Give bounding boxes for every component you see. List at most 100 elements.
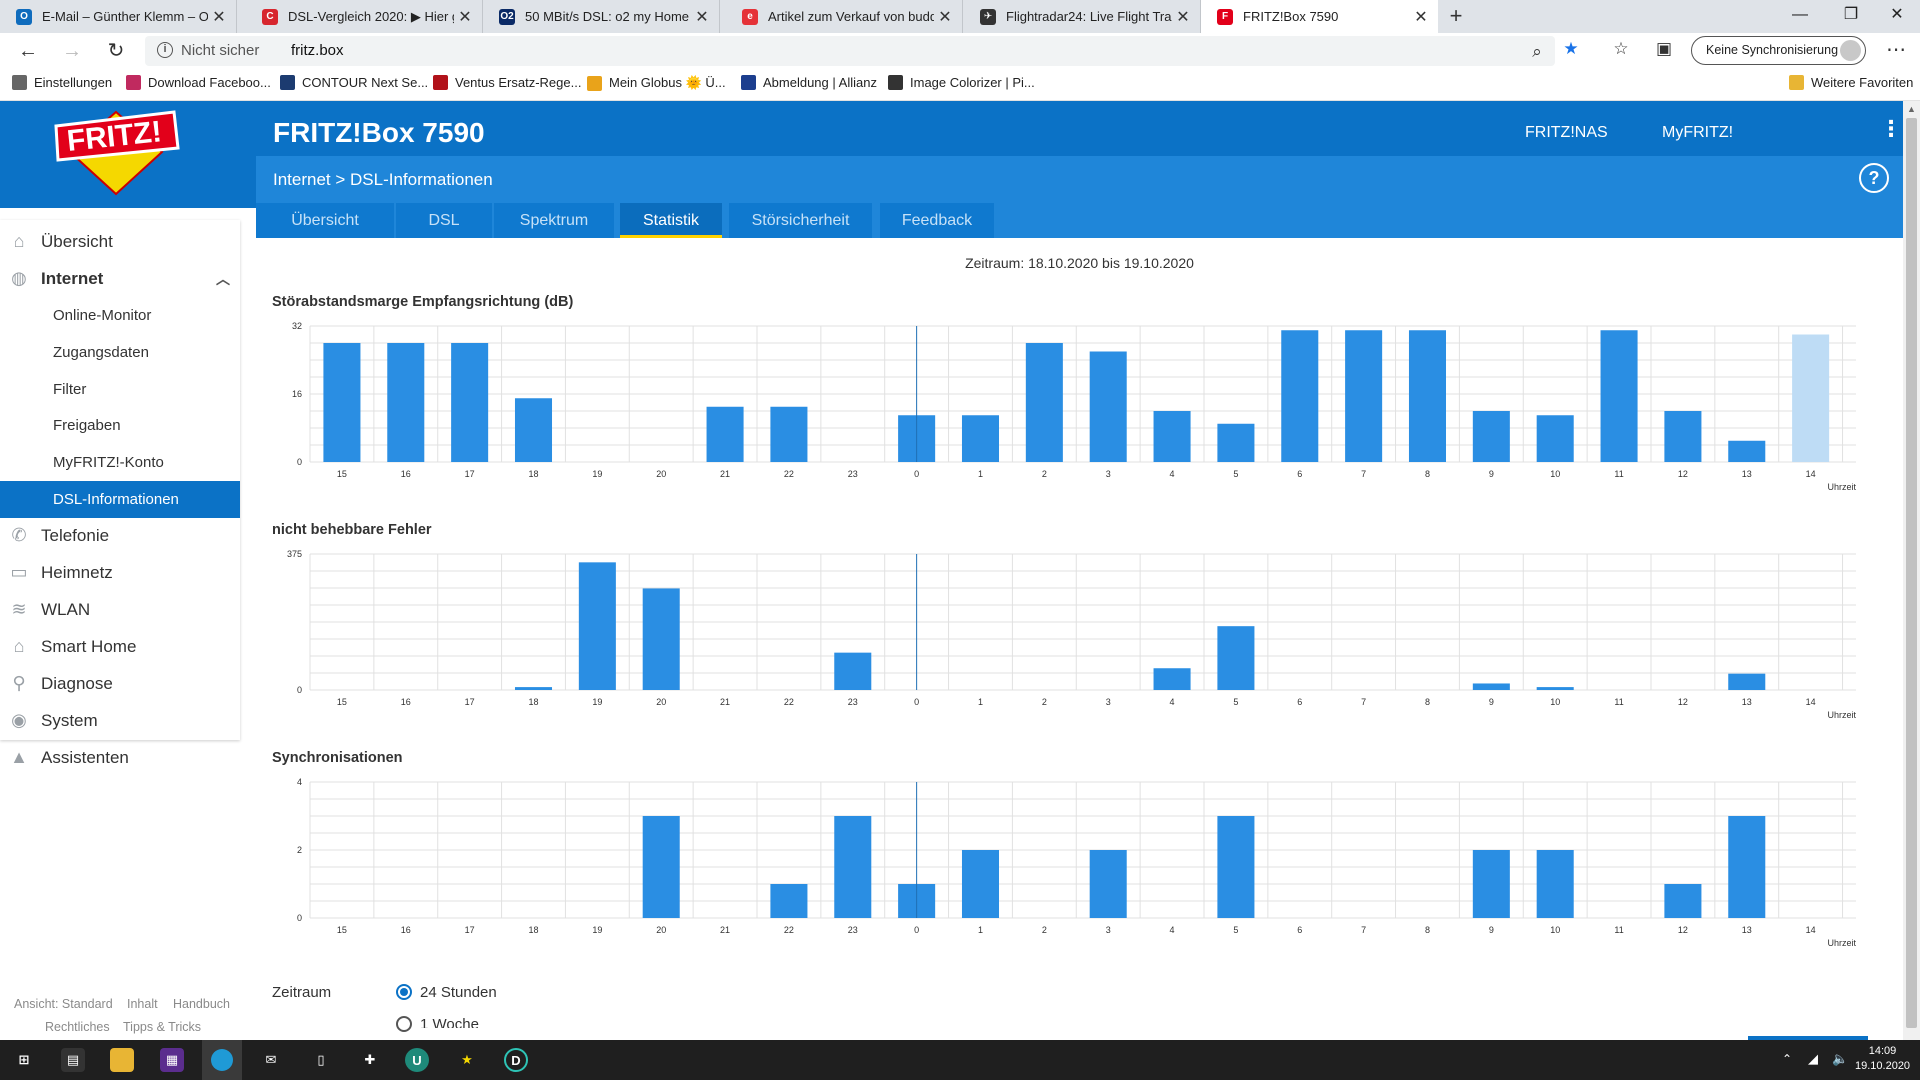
star-icon[interactable]: ★: [1563, 39, 1579, 58]
more-vertical-icon[interactable]: ⋮: [1880, 118, 1902, 140]
favorite-item[interactable]: Mein Globus 🌞 Ü...: [587, 75, 726, 91]
chart-title-errors: nicht behebbare Fehler: [272, 522, 432, 538]
browser-tab[interactable]: ✈ Flightradar24: Live Flight Tracker ✕: [964, 0, 1201, 33]
sidebar-item-diagnose[interactable]: ⚲ Diagnose: [0, 665, 240, 702]
help-icon[interactable]: ?: [1859, 163, 1889, 193]
browser-tab[interactable]: O2 50 MBit/s DSL: o2 my Home M n ✕: [483, 0, 720, 33]
sidebar-subitem[interactable]: Freigaben: [53, 417, 121, 435]
favorite-item[interactable]: Ventus Ersatz-Rege...: [433, 75, 581, 90]
collections-icon[interactable]: ▣: [1655, 39, 1673, 58]
tab-5[interactable]: Feedback: [880, 203, 994, 238]
minimize-button[interactable]: —: [1792, 6, 1808, 23]
tab-close-icon[interactable]: ✕: [938, 8, 952, 26]
radio-1week-label[interactable]: 1 Woche: [420, 1016, 479, 1028]
browser-tab[interactable]: F FRITZ!Box 7590 ✕: [1201, 0, 1438, 33]
scroll-up-icon[interactable]: ▲: [1907, 104, 1916, 114]
sidebar-subitem[interactable]: Filter: [53, 380, 87, 398]
x-tick-label: 7: [1361, 697, 1366, 707]
sidebar-subitem[interactable]: Zugangsdaten: [53, 343, 149, 361]
browser-tab[interactable]: O E-Mail – Günther Klemm – Outlo ✕: [0, 0, 237, 33]
star-app-icon[interactable]: ★: [461, 1052, 473, 1067]
apply-button-edge[interactable]: [1748, 1036, 1868, 1040]
x-tick-label: 21: [720, 925, 730, 935]
maximize-button[interactable]: ❐: [1843, 6, 1859, 23]
puzzle-icon[interactable]: ✚: [364, 1052, 376, 1067]
footer-link-inhalt[interactable]: Inhalt: [127, 997, 158, 1011]
sidebar-item-heimnetz[interactable]: ▭ Heimnetz: [0, 554, 240, 591]
x-tick-label: 18: [528, 925, 538, 935]
browser-tab[interactable]: e Artikel zum Verkauf von budden ✕: [726, 0, 963, 33]
sidebar-item-assistenten[interactable]: ▲ Assistenten: [0, 739, 240, 776]
store-icon[interactable]: ▤: [61, 1048, 85, 1072]
sidebar-subitem[interactable]: DSL-Informationen: [0, 481, 240, 518]
nav-myfritz[interactable]: MyFRITZ!: [1662, 124, 1734, 141]
tab-close-icon[interactable]: ✕: [695, 8, 709, 26]
edge-icon[interactable]: [202, 1040, 242, 1080]
scrollbar-thumb[interactable]: [1906, 118, 1917, 1028]
sidebar-item-telefonie[interactable]: ✆ Telefonie: [0, 517, 240, 554]
tab-2[interactable]: Spektrum: [494, 203, 614, 238]
footer-link-tipps[interactable]: Tipps & Tricks: [123, 1020, 202, 1034]
radio-24h-label[interactable]: 24 Stunden: [420, 984, 497, 1001]
search-icon[interactable]: ⌕: [1532, 42, 1542, 61]
sidebar-subitem[interactable]: Online-Monitor: [53, 307, 152, 324]
sidebar-item-wlan[interactable]: ≋ WLAN: [0, 591, 240, 628]
media-app-icon[interactable]: ▦: [160, 1048, 184, 1072]
chevron-up-icon[interactable]: ︿: [216, 270, 230, 287]
browser-tab[interactable]: C DSL-Vergleich 2020: ▶ Hier gibt✕: [246, 0, 483, 33]
footer-link-handbuch[interactable]: Handbuch: [173, 997, 230, 1011]
d-app-icon[interactable]: D: [504, 1048, 528, 1072]
footer-link-rechtliches[interactable]: Rechtliches: [45, 1020, 110, 1034]
favorite-item[interactable]: Download Faceboo...: [126, 75, 271, 90]
tab-4[interactable]: Störsicherheit: [729, 203, 872, 238]
radio-1week[interactable]: [396, 1016, 412, 1032]
zeitraum-label: Zeitraum: [272, 984, 332, 1001]
favorite-item[interactable]: Image Colorizer | Pi...: [888, 75, 1035, 90]
sidebar-item-system[interactable]: ◉ System: [0, 702, 240, 739]
windows-start-icon[interactable]: ⊞: [18, 1052, 30, 1067]
tab-3[interactable]: Statistik: [620, 203, 722, 238]
new-tab-button[interactable]: +: [1449, 3, 1463, 28]
omnibox[interactable]: i Nicht sicher fritz.box ⌕: [145, 36, 1555, 66]
favorite-item[interactable]: Einstellungen: [12, 75, 112, 90]
fritz-logo[interactable]: FRITZ!: [0, 101, 256, 203]
footer-link-ansicht[interactable]: Ansicht: Standard: [14, 997, 113, 1011]
tab-1[interactable]: DSL: [396, 203, 492, 238]
x-tick-label: 22: [784, 469, 794, 479]
x-tick-label: 5: [1233, 925, 1238, 935]
u-app-icon[interactable]: U: [405, 1048, 429, 1072]
sidebar-subitem[interactable]: MyFRITZ!-Konto: [53, 454, 164, 472]
favorite-item[interactable]: Abmeldung | Allianz: [741, 75, 877, 90]
sidebar-item-internet[interactable]: ◍ Internet ︿: [0, 260, 240, 297]
network-tray-icon[interactable]: ◢: [1808, 1051, 1818, 1066]
tab-0[interactable]: Übersicht: [256, 203, 394, 238]
info-icon[interactable]: i: [157, 42, 173, 58]
forward-button[interactable]: →: [62, 40, 82, 62]
tab-close-icon[interactable]: ✕: [212, 8, 226, 26]
notes-icon[interactable]: ▯: [317, 1052, 325, 1067]
sync-button[interactable]: Keine Synchronisierung: [1691, 36, 1866, 65]
url-text[interactable]: fritz.box: [291, 42, 344, 59]
tab-favicon-icon: O2: [499, 8, 515, 25]
more-favorites-button[interactable]: Weitere Favoriten: [1789, 75, 1913, 90]
radio-24h[interactable]: [396, 984, 412, 1000]
back-button[interactable]: ←: [18, 40, 38, 62]
tab-close-icon[interactable]: ✕: [1176, 8, 1190, 26]
favorites-icon[interactable]: ☆: [1613, 39, 1629, 58]
nav-fritz-nas[interactable]: FRITZ!NAS: [1525, 124, 1608, 141]
x-tick-label: 13: [1742, 469, 1752, 479]
sidebar-item-bersicht[interactable]: ⌂ Übersicht: [0, 223, 240, 260]
volume-tray-icon[interactable]: 🔈: [1832, 1051, 1849, 1066]
reload-button[interactable]: ↻: [107, 40, 125, 62]
close-window-button[interactable]: ✕: [1890, 6, 1904, 23]
tab-close-icon[interactable]: ✕: [1414, 8, 1428, 26]
tray-chevron-icon[interactable]: ⌃: [1782, 1052, 1793, 1066]
tray-clock[interactable]: 14:09 19.10.2020: [1855, 1044, 1910, 1074]
outlook-taskbar-icon[interactable]: ✉: [265, 1052, 277, 1067]
file-explorer-icon[interactable]: [110, 1048, 134, 1072]
sidebar-item-smarthome[interactable]: ⌂ Smart Home: [0, 628, 240, 665]
tab-close-icon[interactable]: ✕: [458, 8, 472, 26]
security-label[interactable]: Nicht sicher: [181, 42, 260, 59]
more-menu-icon[interactable]: ⋯: [1886, 39, 1906, 61]
favorite-item[interactable]: CONTOUR Next Se...: [280, 75, 428, 90]
